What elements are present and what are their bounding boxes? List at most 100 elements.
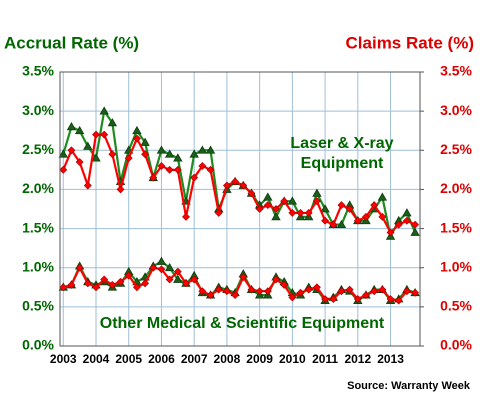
y2-tick-label: 3.0% bbox=[440, 102, 472, 118]
point bbox=[304, 208, 313, 217]
point bbox=[173, 267, 182, 276]
point bbox=[66, 121, 77, 131]
x-tick-label: 2008 bbox=[214, 352, 241, 366]
point bbox=[377, 192, 388, 201]
point bbox=[411, 220, 420, 229]
x-tick-label: 2012 bbox=[344, 352, 371, 366]
point bbox=[74, 125, 85, 135]
point bbox=[222, 287, 231, 296]
point bbox=[329, 295, 338, 303]
point bbox=[67, 146, 76, 155]
point bbox=[337, 287, 346, 296]
point bbox=[91, 153, 101, 162]
point bbox=[271, 212, 281, 221]
x-tick-label: 2006 bbox=[148, 352, 175, 366]
point bbox=[182, 212, 190, 221]
point bbox=[198, 287, 207, 296]
point bbox=[402, 208, 412, 217]
point bbox=[411, 288, 420, 297]
point bbox=[141, 279, 150, 288]
annotation: Laser & X-ray bbox=[290, 135, 393, 152]
point bbox=[83, 141, 93, 150]
point bbox=[141, 150, 150, 159]
point bbox=[336, 219, 347, 229]
point bbox=[394, 296, 403, 305]
series bbox=[59, 130, 420, 237]
point bbox=[124, 271, 133, 280]
point bbox=[247, 189, 256, 198]
point bbox=[320, 204, 330, 213]
point bbox=[378, 285, 387, 294]
point bbox=[140, 137, 150, 146]
point bbox=[165, 165, 174, 174]
point bbox=[190, 275, 199, 284]
x-tick-label: 2003 bbox=[50, 352, 77, 366]
point bbox=[173, 153, 183, 162]
y2-tick-label: 1.5% bbox=[440, 219, 472, 235]
point bbox=[214, 285, 223, 294]
point bbox=[386, 228, 395, 237]
point bbox=[231, 291, 240, 300]
point bbox=[156, 145, 167, 154]
point bbox=[59, 283, 68, 292]
point bbox=[247, 285, 256, 294]
point bbox=[370, 201, 379, 210]
point bbox=[288, 208, 297, 217]
point bbox=[59, 165, 68, 174]
point bbox=[296, 208, 305, 217]
point bbox=[402, 287, 411, 296]
point bbox=[67, 281, 76, 289]
point bbox=[92, 283, 100, 292]
y-axis-title: Accrual Rate (%) bbox=[4, 33, 139, 52]
point bbox=[386, 295, 395, 303]
point bbox=[296, 288, 305, 297]
point bbox=[92, 130, 100, 139]
point bbox=[231, 177, 240, 186]
point bbox=[304, 285, 313, 294]
point bbox=[288, 293, 297, 302]
y2-tick-label: 0.5% bbox=[440, 298, 472, 314]
point bbox=[312, 188, 322, 197]
plot-area bbox=[60, 72, 420, 346]
source: Source: Warranty Week bbox=[347, 380, 471, 392]
y2-tick-label: 2.0% bbox=[440, 180, 472, 196]
point bbox=[321, 216, 330, 225]
point bbox=[173, 165, 182, 174]
point bbox=[108, 281, 117, 289]
point bbox=[263, 192, 273, 201]
point bbox=[165, 275, 174, 284]
point bbox=[197, 145, 208, 154]
point bbox=[378, 212, 387, 221]
x-tick-label: 2011 bbox=[312, 352, 338, 366]
point bbox=[99, 106, 109, 115]
point bbox=[132, 125, 142, 135]
y2-tick-label: 1.0% bbox=[440, 258, 472, 274]
x-tick-label: 2007 bbox=[181, 352, 208, 366]
point bbox=[75, 158, 84, 166]
grid bbox=[60, 71, 420, 347]
y-tick-label: 3.0% bbox=[22, 102, 54, 118]
point bbox=[83, 181, 92, 190]
y2-tick-label: 0.0% bbox=[440, 337, 472, 353]
point bbox=[287, 196, 298, 205]
point bbox=[100, 130, 109, 139]
point bbox=[75, 263, 84, 272]
y-tick-label: 2.5% bbox=[22, 141, 54, 157]
point bbox=[108, 150, 117, 159]
point bbox=[280, 281, 289, 289]
point bbox=[83, 279, 92, 288]
y2-axis-title: Claims Rate (%) bbox=[346, 33, 474, 52]
annotation: Other Medical & Scientific Equipment bbox=[100, 315, 385, 332]
point bbox=[239, 273, 248, 282]
x-tick-label: 2005 bbox=[115, 352, 142, 366]
point bbox=[255, 205, 264, 213]
point bbox=[206, 165, 215, 174]
point bbox=[394, 220, 403, 229]
point bbox=[239, 181, 248, 190]
point bbox=[353, 295, 362, 303]
point bbox=[132, 134, 141, 143]
point bbox=[124, 154, 133, 163]
point bbox=[272, 275, 280, 284]
point bbox=[280, 197, 289, 206]
